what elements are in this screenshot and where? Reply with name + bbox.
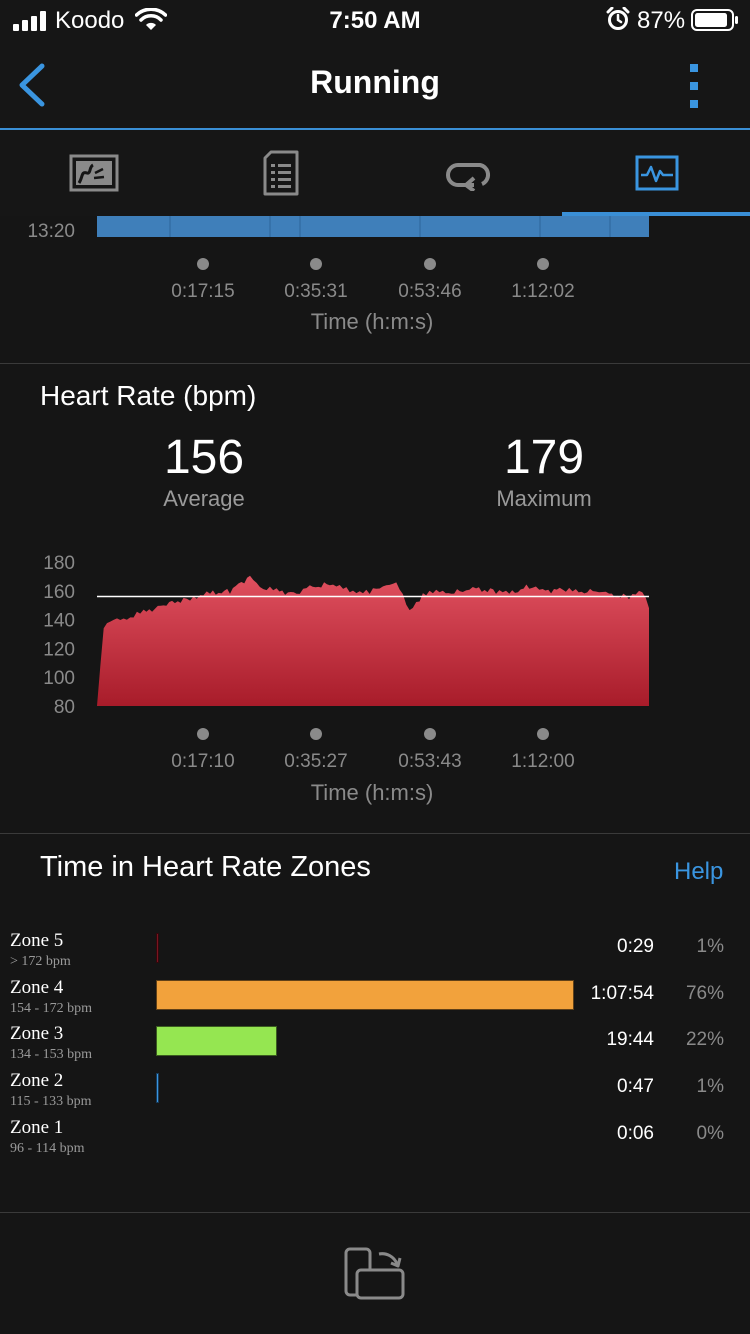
maximum-label: Maximum (496, 486, 592, 511)
pace-x-axis: 0:17:15 0:35:31 0:53:46 1:12:02 (171, 258, 575, 302)
bottom-bar (0, 1212, 750, 1334)
section-divider (0, 833, 750, 834)
hr-y-tick-label: 80 (54, 697, 75, 718)
hr-y-tick-label: 120 (43, 639, 75, 660)
zone-percent: 1% (696, 936, 724, 957)
zone-bar (156, 1073, 159, 1103)
average-stat: 156 Average (94, 430, 314, 512)
hr-x-tick-label: 1:12:00 (511, 751, 574, 772)
zone-range: > 172 bpm (10, 954, 71, 969)
zone-row: Zone 5 > 172 bpm 0:29 1% (0, 930, 750, 976)
more-vertical-icon[interactable] (676, 62, 712, 110)
heart-rate-area (97, 575, 649, 706)
zones-title: Time in Heart Rate Zones (40, 851, 371, 883)
section-divider (0, 363, 750, 364)
heart-rate-title: Heart Rate (bpm) (40, 380, 257, 411)
status-bar: Koodo 7:50 AM 87% (0, 0, 750, 40)
zone-bar (156, 980, 574, 1010)
hr-tick-dot (197, 728, 209, 740)
zone-percent: 76% (685, 983, 724, 1004)
zone-name: Zone 3 (10, 1023, 64, 1044)
zone-row: Zone 2 115 - 133 bpm 0:47 1% (0, 1070, 750, 1116)
hr-tick-dot (424, 728, 436, 740)
pace-x-axis-title: Time (h:m:s) (311, 309, 434, 334)
pace-chart: 13:20 0:17:15 0:35:31 0:53:46 1:12:02 Time … (27, 216, 649, 334)
zone-time: 19:44 (606, 1029, 654, 1050)
tab-summary[interactable] (187, 130, 374, 216)
pace-tick-dot (197, 258, 209, 270)
pace-area (97, 216, 649, 237)
zone-percent: 22% (685, 1029, 724, 1050)
pace-x-tick-label: 1:12:02 (511, 281, 574, 302)
pace-tick-dot (537, 258, 549, 270)
zone-percent: 0% (696, 1123, 724, 1144)
wifi-icon (135, 8, 167, 30)
tab-bar (0, 130, 750, 216)
pace-x-tick-label: 0:53:46 (398, 281, 461, 302)
zone-row: Zone 3 134 - 153 bpm 19:44 22% (0, 1023, 750, 1069)
zone-time: 0:06 (617, 1123, 654, 1144)
zone-percent: 1% (696, 1076, 724, 1097)
maximum-stat: 179 Maximum (434, 430, 654, 512)
zone-range: 96 - 114 bpm (10, 1141, 85, 1156)
hr-y-tick-label: 160 (43, 582, 75, 603)
zone-time: 0:29 (617, 936, 654, 957)
status-time: 7:50 AM (329, 7, 421, 34)
zone-row: Zone 1 96 - 114 bpm 0:06 0% (0, 1117, 750, 1163)
page-title: Running (310, 64, 440, 100)
zone-name: Zone 2 (10, 1070, 64, 1091)
alarm-icon (606, 7, 630, 30)
hr-x-tick-label: 0:35:27 (284, 751, 347, 772)
average-label: Average (163, 486, 245, 511)
charts-icon (635, 155, 678, 191)
hr-x-axis: 0:17:10 0:35:27 0:53:43 1:12:00 (171, 728, 575, 772)
hr-x-tick-label: 0:17:10 (171, 751, 234, 772)
summary-list-icon (263, 150, 298, 196)
maximum-value: 179 (503, 431, 585, 484)
heart-rate-chart[interactable]: 180 160 140 120 100 80 0:17:10 0:35:27 0:53:43 1… (0, 540, 750, 820)
hr-y-tick-label: 180 (43, 553, 75, 574)
zone-time: 1:07:54 (590, 983, 654, 1004)
pace-x-tick-label: 0:17:15 (171, 281, 234, 302)
help-link[interactable]: Help (674, 858, 724, 885)
battery-percentage: 87% (637, 7, 686, 34)
carrier-name: Koodo (55, 7, 125, 34)
pace-tick-dot (424, 258, 436, 270)
tab-splits[interactable] (0, 130, 187, 216)
hr-y-tick-label: 140 (43, 611, 75, 632)
pace-y-tick: 13:20 (27, 221, 75, 242)
zone-time: 0:47 (617, 1076, 654, 1097)
hr-x-axis-title: Time (h:m:s) (311, 780, 434, 805)
cellular-signal-icon (13, 11, 46, 31)
battery-icon (691, 9, 738, 31)
zone-bar (156, 1026, 278, 1056)
hr-y-axis: 180 160 140 120 100 80 (43, 553, 75, 718)
tab-charts[interactable] (563, 130, 750, 216)
active-tab-indicator (562, 212, 750, 216)
zone-range: 115 - 133 bpm (10, 1094, 92, 1109)
navigation-bar: Running (0, 40, 750, 130)
back-chevron-icon[interactable] (14, 60, 54, 110)
hr-y-tick-label: 100 (43, 668, 75, 689)
zone-name: Zone 4 (10, 977, 64, 998)
zone-bar (156, 933, 159, 963)
tab-laps[interactable] (375, 130, 562, 216)
rotate-device-icon[interactable] (343, 1246, 407, 1302)
hr-tick-dot (537, 728, 549, 740)
laps-loop-icon (445, 163, 490, 191)
zone-range: 154 - 172 bpm (10, 1001, 93, 1016)
hr-x-tick-label: 0:53:43 (398, 751, 461, 772)
hr-tick-dot (310, 728, 322, 740)
zone-name: Zone 1 (10, 1117, 64, 1138)
zone-range: 134 - 153 bpm (10, 1047, 93, 1062)
pace-tick-dot (310, 258, 322, 270)
zone-name: Zone 5 (10, 930, 64, 951)
zone-row: Zone 4 154 - 172 bpm 1:07:54 76% (0, 977, 750, 1023)
average-value: 156 (163, 431, 245, 484)
splits-map-icon (69, 154, 118, 192)
pace-x-tick-label: 0:35:31 (284, 281, 347, 302)
charts-content[interactable] (0, 216, 750, 1212)
